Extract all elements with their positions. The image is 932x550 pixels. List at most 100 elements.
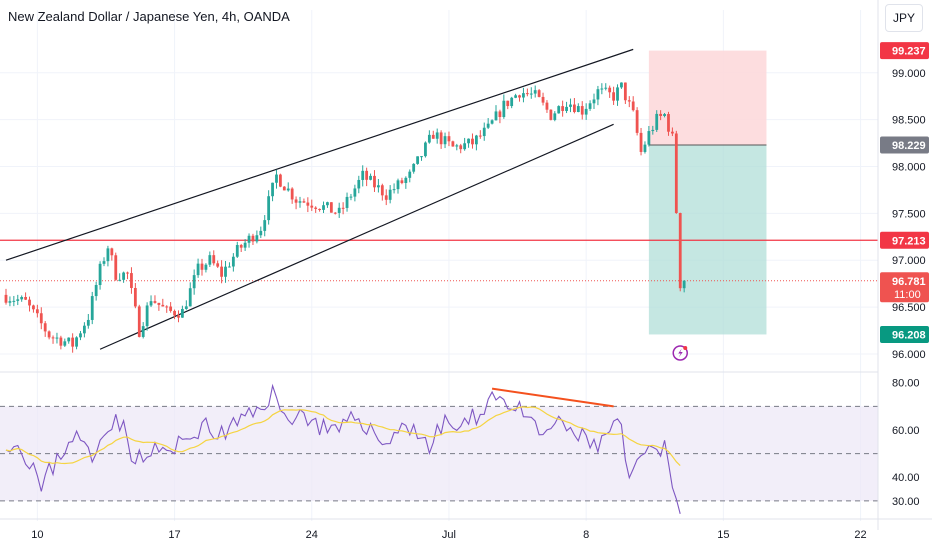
target-price-label-bg: [880, 325, 929, 343]
alert-lightning-icon: [672, 345, 688, 361]
candle-body: [228, 266, 231, 268]
candle-body: [39, 313, 43, 324]
candle-body: [310, 205, 314, 208]
candle-body: [196, 263, 200, 276]
time-tick-label: 24: [306, 529, 318, 541]
candle-body: [83, 325, 86, 334]
candle-body: [59, 337, 63, 346]
candle-body: [451, 141, 455, 147]
candle-body: [412, 163, 416, 172]
candle-body: [580, 106, 584, 115]
candle-body: [431, 134, 435, 139]
rsi-band-fill: [0, 406, 878, 501]
candle-body: [682, 280, 686, 289]
candle-body: [396, 180, 400, 190]
candle-body: [533, 90, 537, 94]
candle-body: [549, 109, 553, 120]
rsi-tick-label: 30.00: [892, 496, 920, 508]
candle-body: [181, 308, 184, 318]
candle-body: [584, 108, 588, 115]
price-ticks: 96.000 96.500 97.000 97.500 98.000 98.500 99.0…: [892, 68, 926, 361]
candle-body: [86, 319, 90, 326]
rsi-divergence-line: [491, 387, 614, 408]
candle-body: [32, 305, 35, 310]
candle-body: [545, 102, 549, 110]
rsi-ticks: 80.00 60.00 40.00 30.00: [892, 378, 920, 508]
candle-body: [443, 136, 447, 145]
candle-body: [361, 170, 365, 180]
candle-body: [510, 97, 514, 107]
candle-body: [114, 255, 118, 280]
candle-body: [553, 113, 557, 120]
candle-body: [192, 275, 196, 289]
candle-body: [365, 170, 369, 180]
candle-body: [231, 256, 235, 267]
candle-body: [259, 230, 263, 236]
candle-body: [126, 272, 129, 274]
candle-body: [518, 95, 521, 98]
entry-price-label: 98.229: [892, 140, 926, 152]
candle-body: [306, 202, 310, 206]
candle-body: [177, 315, 180, 318]
candle-body: [286, 188, 290, 191]
candle-body: [12, 300, 16, 302]
entry-price-label-bg: [880, 136, 929, 154]
candle-body: [47, 331, 51, 338]
candle-body: [404, 177, 408, 183]
candle-body: [153, 301, 157, 303]
candle-body: [596, 89, 600, 100]
candle-body: [28, 299, 31, 306]
candle-body: [635, 110, 639, 133]
bar-countdown: 11:00: [894, 289, 921, 301]
time-tick-label: 22: [854, 529, 866, 541]
lightning-glyph: [678, 348, 683, 358]
candle-body: [55, 337, 59, 339]
candle-body: [667, 114, 670, 132]
candle-body: [678, 213, 682, 289]
time-tick-label: 8: [583, 529, 589, 541]
candle-body: [188, 288, 192, 307]
candle-body: [51, 337, 55, 339]
candle-body: [408, 171, 412, 178]
candle-body: [243, 242, 247, 248]
candle-body: [608, 87, 612, 93]
level-price-label-bg: [880, 231, 929, 249]
last-price-label: 96.781: [892, 276, 926, 288]
candle-body: [298, 201, 302, 203]
price-tick-label: 96.500: [892, 302, 926, 314]
candle-body: [463, 143, 467, 150]
rsi-tick-label: 40.00: [892, 472, 920, 484]
rsi-line: [5, 383, 681, 514]
candle-body: [157, 302, 161, 305]
candle-body: [98, 263, 102, 286]
candle-body: [671, 131, 674, 134]
candle-body: [604, 87, 608, 89]
candle-body: [655, 113, 659, 130]
candle-body: [525, 93, 529, 95]
candle-body: [616, 87, 619, 101]
candle-body: [502, 100, 506, 118]
candle-body: [251, 235, 255, 242]
chart-title: New Zealand Dollar / Japanese Yen, 4h, O…: [8, 9, 290, 24]
candle-body: [345, 196, 349, 208]
candle-body: [471, 138, 474, 145]
candle-body: [573, 104, 576, 113]
candle-body: [329, 202, 333, 213]
candle-body: [416, 156, 419, 164]
candle-body: [102, 261, 106, 264]
currency-button[interactable]: JPY: [885, 4, 923, 32]
candle-body: [392, 189, 396, 191]
candle-body: [43, 323, 47, 332]
candle-body: [161, 304, 165, 307]
candle-body: [674, 133, 678, 214]
candle-body: [63, 341, 67, 346]
candle-body: [322, 205, 325, 210]
candle-body: [275, 174, 278, 183]
stop-loss-zone: [648, 50, 767, 146]
candle-body: [384, 195, 388, 200]
candle-body: [290, 188, 294, 200]
rsi-tick-label: 60.00: [892, 425, 920, 437]
candle-body: [647, 131, 651, 145]
